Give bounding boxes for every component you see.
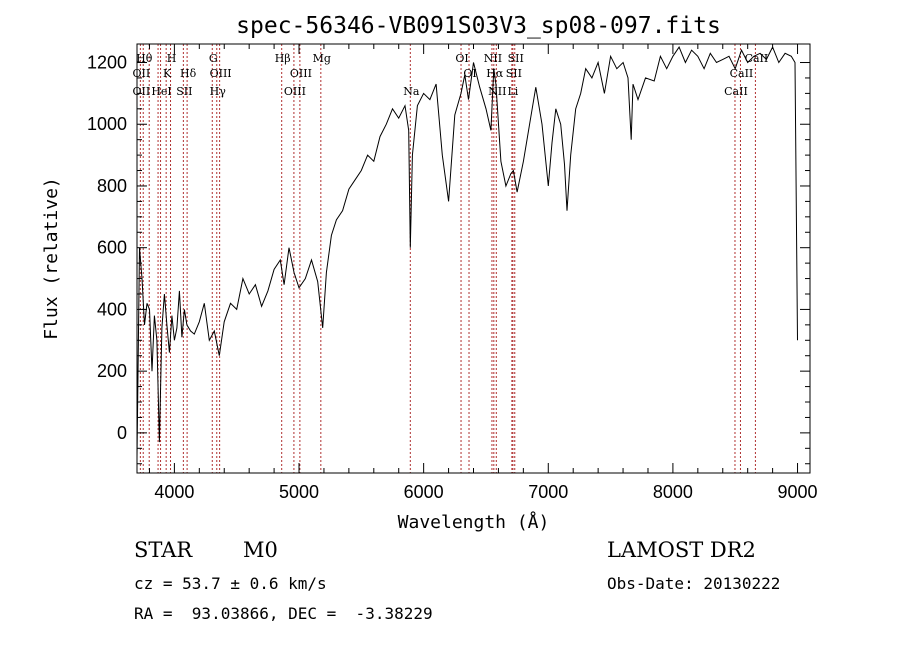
- y-tick-label: 400: [97, 299, 127, 319]
- line-label: K: [163, 67, 172, 80]
- y-tick-label: 200: [97, 361, 127, 381]
- spectrum-line: [136, 45, 798, 458]
- line-label: G: [209, 52, 218, 65]
- line-label: Hβ: [275, 52, 291, 65]
- line-label: SII: [506, 67, 522, 80]
- redshift-label: cz = 53.7 ± 0.6 km/s: [134, 574, 327, 593]
- x-tick-label: 4000: [154, 482, 194, 502]
- line-label: NII: [488, 85, 506, 98]
- y-tick-label: 1000: [87, 114, 127, 134]
- line-label: Li: [507, 85, 518, 98]
- line-label: SII: [176, 85, 192, 98]
- x-tick-label: 5000: [279, 482, 319, 502]
- y-tick-label: 0: [117, 423, 127, 443]
- x-tick-label: 7000: [528, 482, 568, 502]
- chart-title: spec-56346-VB091S03V3_sp08-097.fits: [236, 13, 721, 39]
- line-label: OIII: [210, 67, 232, 80]
- y-axis: 0 200 400 600 800 1000 1200: [87, 53, 810, 465]
- line-label: CaII: [724, 85, 748, 98]
- obs-date-label: Obs-Date: 20130222: [607, 574, 781, 593]
- line-label: NII: [484, 52, 502, 65]
- line-label: Mg: [313, 52, 331, 65]
- coordinates-label: RA = 93.03866, DEC = -3.38229: [134, 604, 433, 623]
- y-tick-label: 800: [97, 176, 127, 196]
- line-label: Hα: [486, 67, 504, 80]
- x-axis-label: Wavelength (Å): [398, 511, 550, 533]
- line-label: H: [167, 52, 177, 65]
- line-label: OI: [455, 52, 468, 65]
- x-axis: 4000 5000 6000 7000 8000 9000: [148, 44, 818, 502]
- line-label: Na: [403, 85, 420, 98]
- survey-label: LAMOST DR2: [607, 538, 756, 562]
- y-axis-label: Flux (relative): [41, 177, 62, 340]
- line-label: Hδ: [180, 67, 197, 80]
- line-label: OII: [133, 85, 151, 98]
- line-label: CaII: [745, 52, 769, 65]
- y-tick-label: 600: [97, 238, 127, 258]
- line-label: OI: [463, 67, 476, 80]
- line-label: Hθ: [136, 52, 153, 65]
- x-tick-label: 8000: [653, 482, 693, 502]
- line-label: Hγ: [210, 85, 227, 98]
- line-markers: [139, 44, 756, 473]
- object-class-label: STAR: [134, 538, 193, 562]
- line-label: CaII: [730, 67, 754, 80]
- plot-frame: [136, 43, 811, 474]
- line-label: SII: [508, 52, 524, 65]
- y-tick-label: 1200: [87, 53, 127, 73]
- x-tick-label: 6000: [404, 482, 444, 502]
- subclass-label: M0: [243, 538, 278, 562]
- line-label: OIII: [284, 85, 306, 98]
- x-tick-label: 9000: [778, 482, 818, 502]
- line-label: OIII: [290, 67, 312, 80]
- line-label: HeI: [151, 85, 171, 98]
